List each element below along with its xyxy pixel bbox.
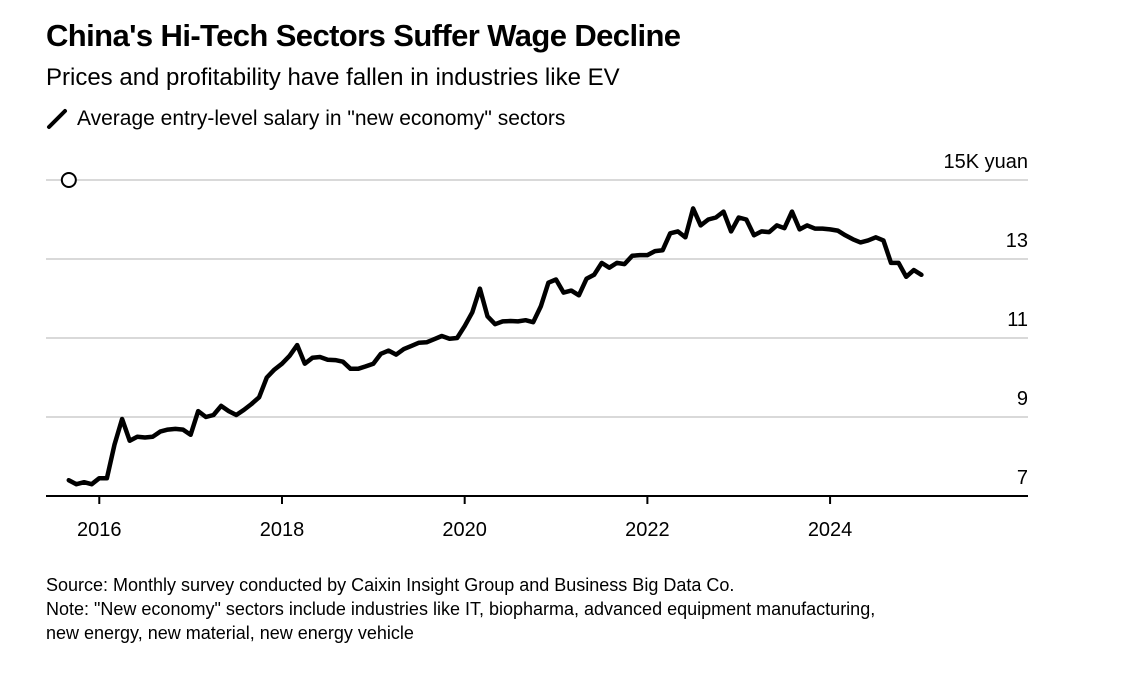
chart-subtitle: Prices and profitability have fallen in … bbox=[46, 64, 620, 91]
x-axis bbox=[46, 495, 1028, 504]
y-tick-labels: 7 9 11 13 15K yuan bbox=[943, 151, 1028, 489]
x-tick-labels: 2016 2018 2020 2022 2024 bbox=[77, 519, 852, 541]
legend-line-icon bbox=[47, 109, 67, 129]
hollow-circle-marker bbox=[60, 172, 77, 188]
x-tick-label: 2018 bbox=[260, 519, 305, 541]
note-line-2: new energy, new material, new energy veh… bbox=[46, 623, 414, 643]
y-tick-label: 13 bbox=[1006, 230, 1028, 252]
x-tick-label: 2024 bbox=[808, 519, 853, 541]
source-note: Source: Monthly survey conducted by Caix… bbox=[46, 575, 735, 595]
legend-entry-label: Average entry-level salary in "new econo… bbox=[77, 107, 566, 130]
note-line-1: Note: "New economy" sectors include indu… bbox=[46, 599, 876, 619]
x-tick-label: 2016 bbox=[77, 519, 122, 541]
annotations bbox=[60, 172, 77, 188]
y-tick-label: 9 bbox=[1017, 388, 1028, 410]
y-tick-label: 15K yuan bbox=[943, 151, 1028, 173]
gridlines bbox=[46, 179, 1028, 418]
y-tick-label: 11 bbox=[1007, 309, 1028, 331]
series-line bbox=[66, 206, 924, 487]
notes: Source: Monthly survey conducted by Caix… bbox=[46, 573, 1106, 645]
x-tick-label: 2020 bbox=[442, 519, 487, 541]
y-tick-label: 7 bbox=[1017, 467, 1028, 489]
line-chart: 2016 2018 2020 2022 2024 7 9 11 13 15K yuan bbox=[46, 151, 1028, 541]
chart-title: China's Hi-Tech Sectors Suffer Wage Decl… bbox=[46, 18, 681, 53]
legend: Average entry-level salary in "new econo… bbox=[46, 107, 565, 131]
x-tick-label: 2022 bbox=[625, 519, 670, 541]
series-layer bbox=[66, 206, 924, 487]
